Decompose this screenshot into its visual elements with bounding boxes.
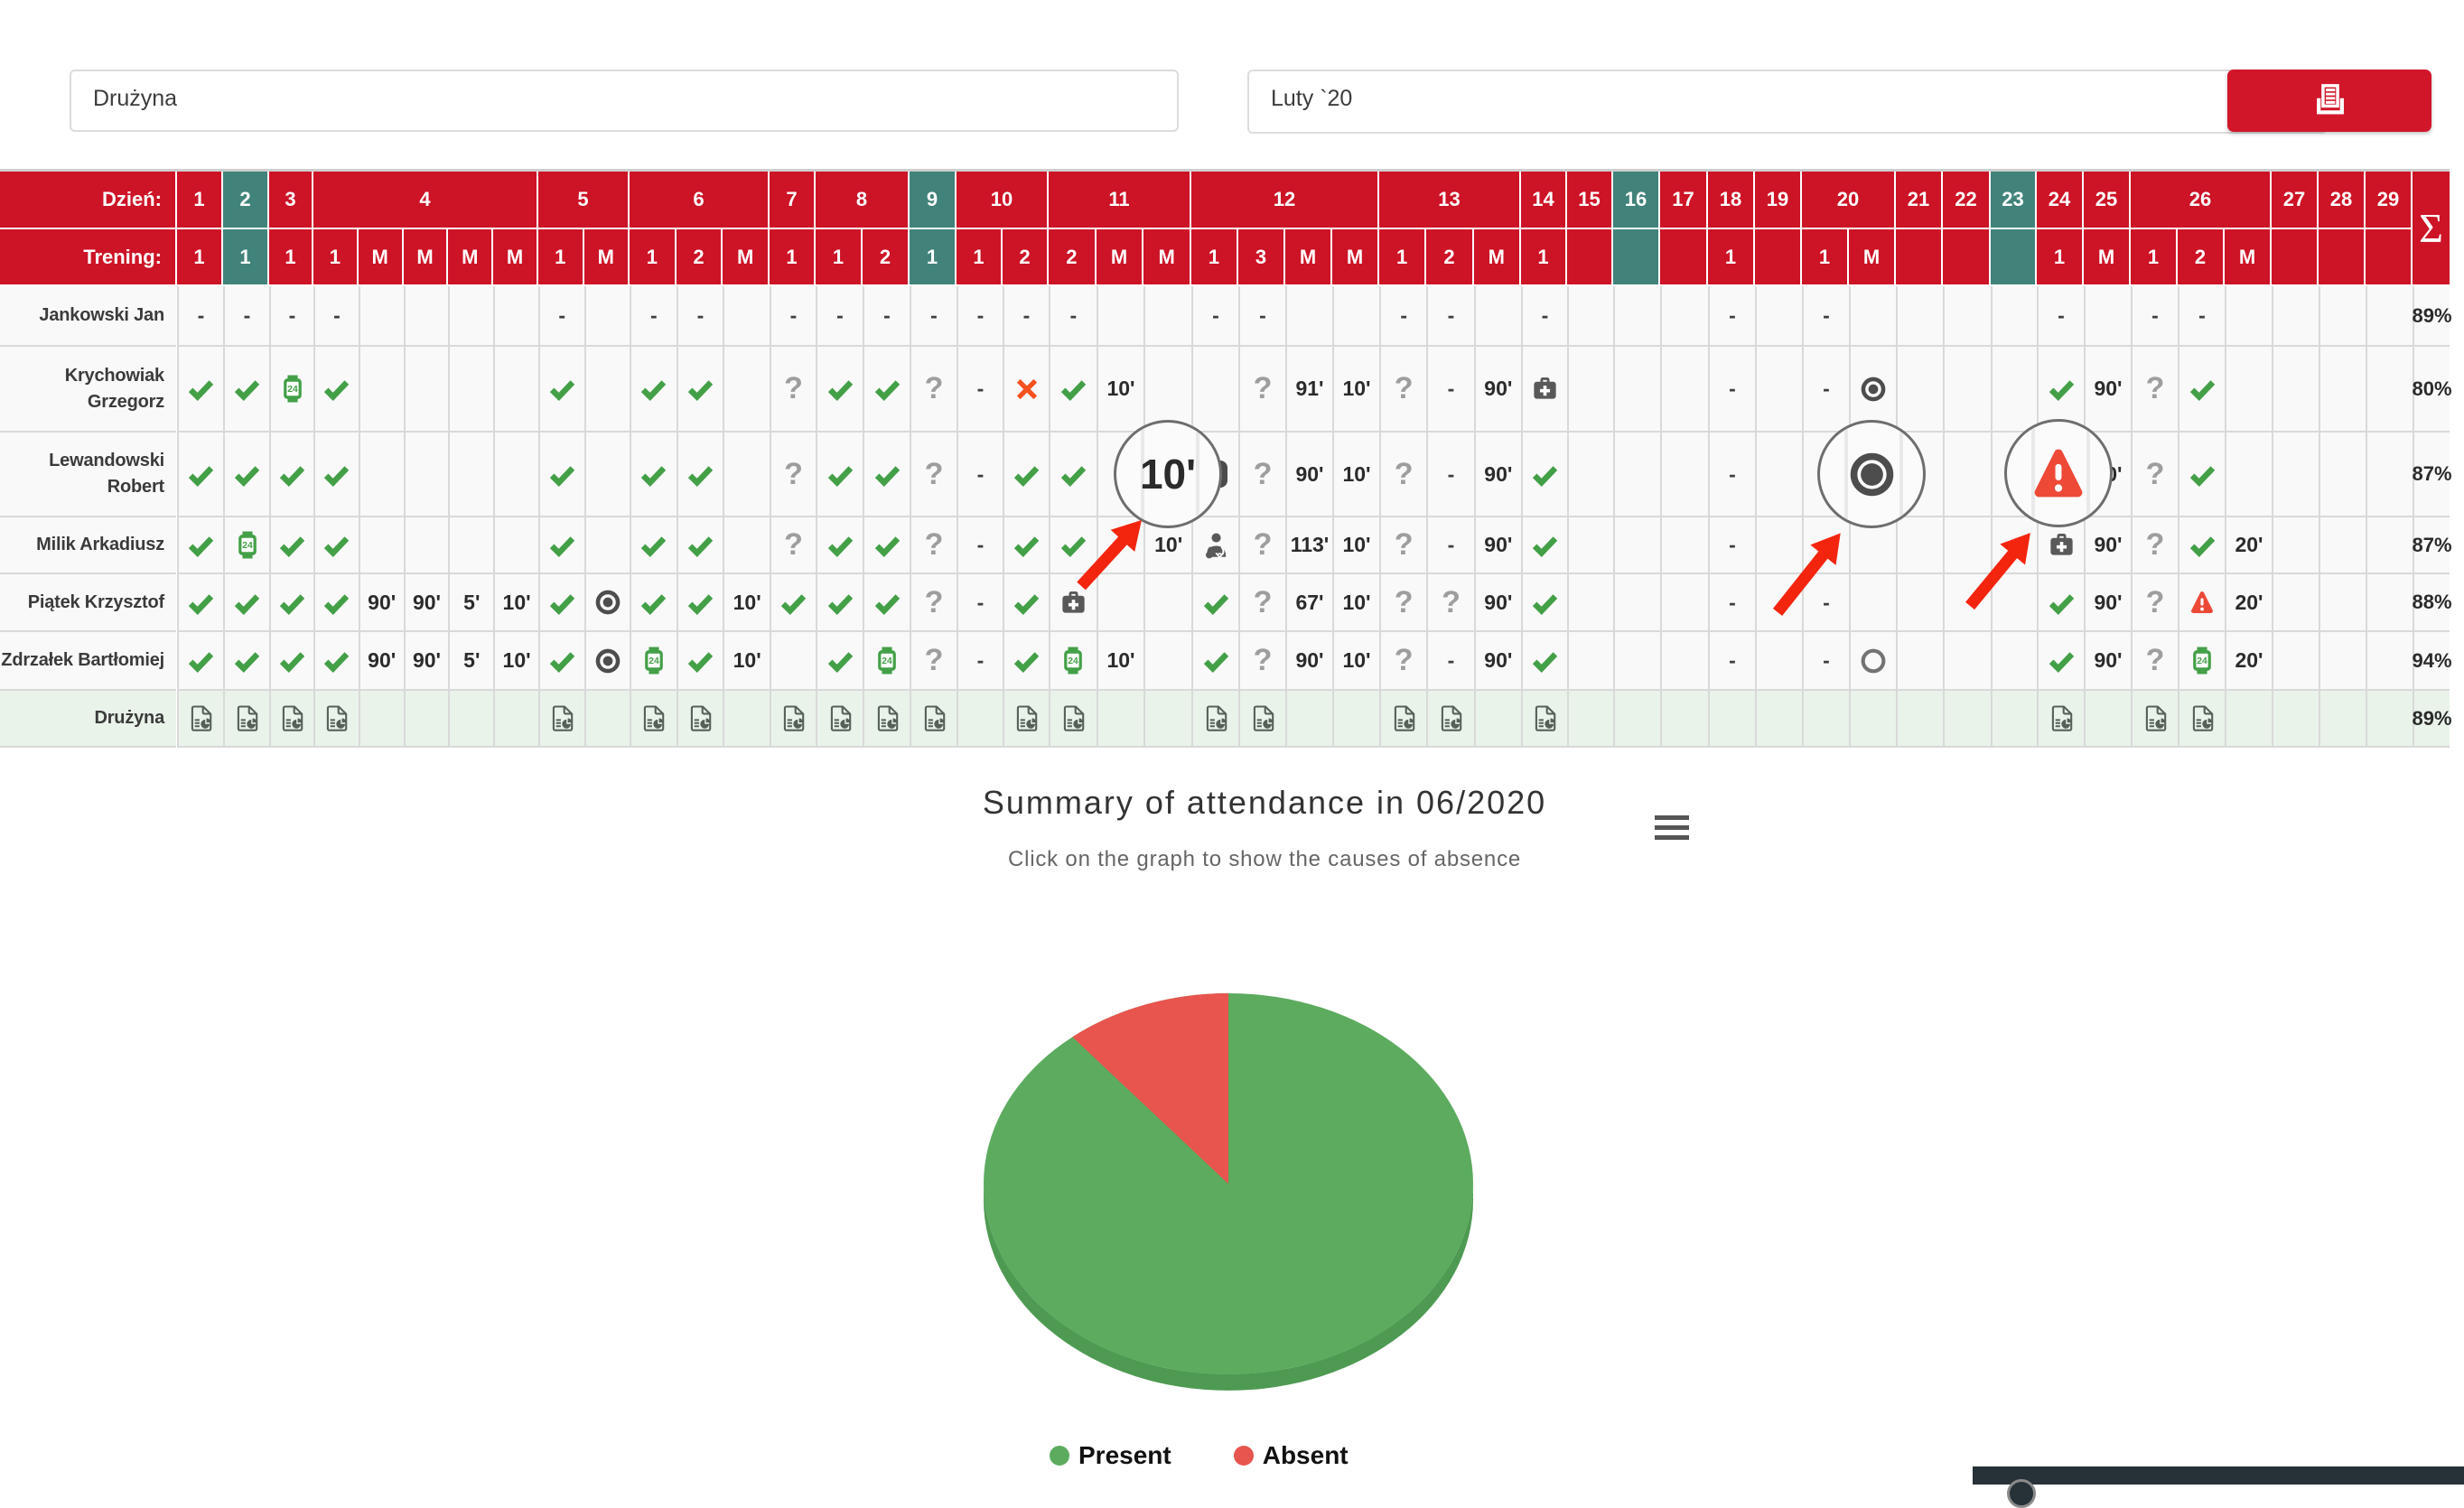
svg-text:24: 24 <box>882 656 892 666</box>
svg-text:24: 24 <box>2197 656 2207 666</box>
svg-text:24: 24 <box>1069 656 1079 666</box>
svg-text:24: 24 <box>287 385 298 395</box>
svg-text:24: 24 <box>649 656 659 666</box>
svg-text:24: 24 <box>242 541 253 551</box>
